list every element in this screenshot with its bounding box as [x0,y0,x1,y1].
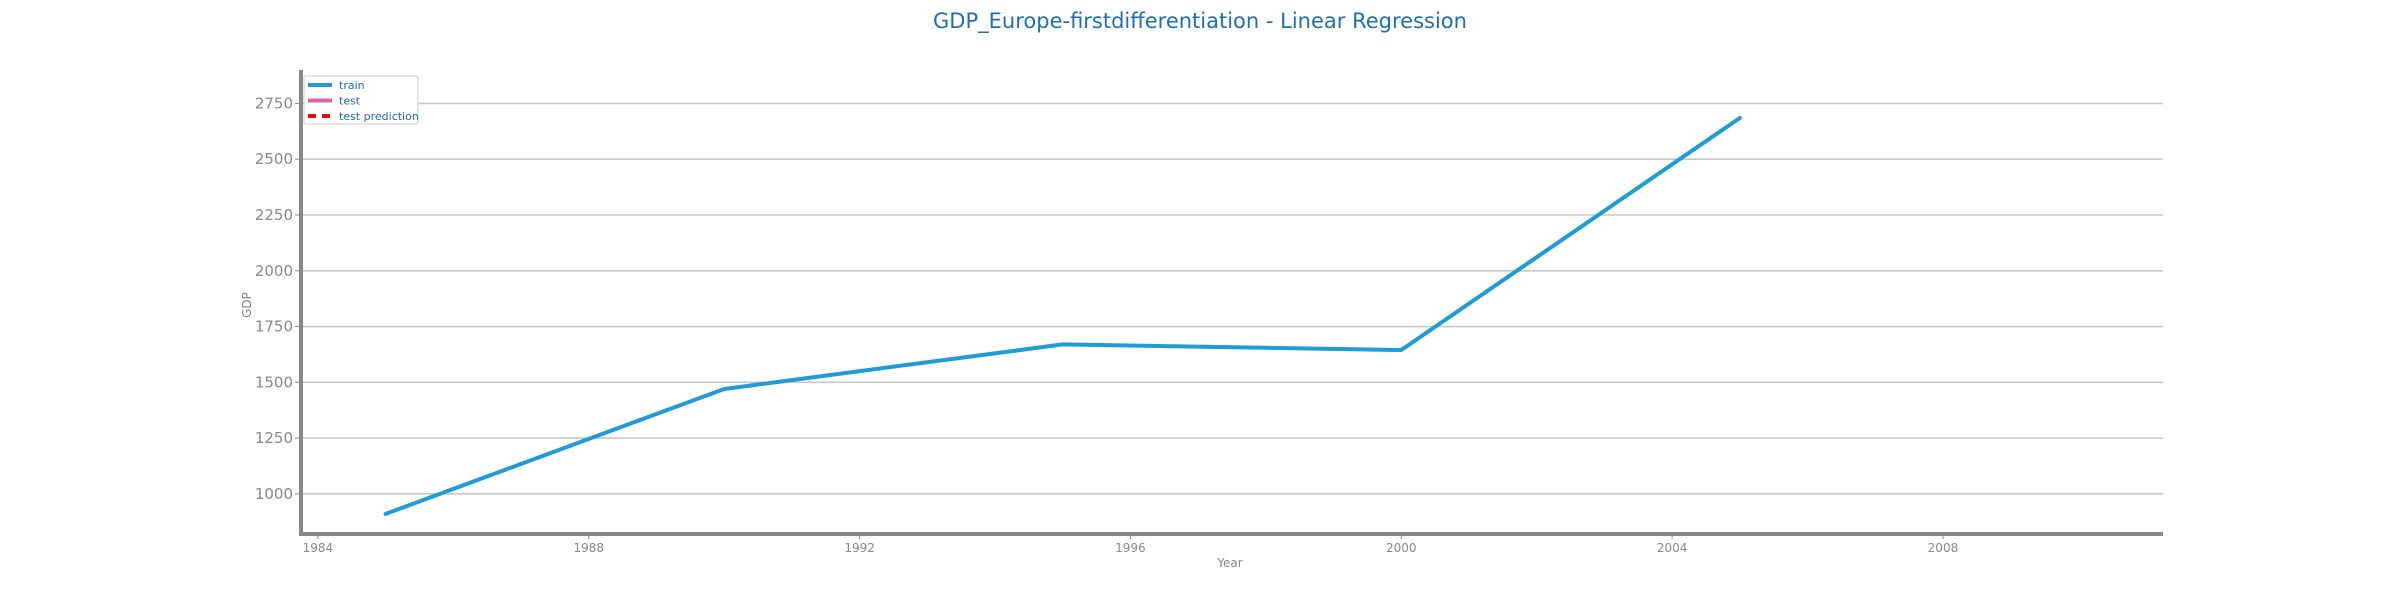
legend-label-test: test [339,95,361,108]
y-tick-label: 1500 [255,373,293,391]
x-tick-label: 1984 [303,541,334,555]
legend-label-train: train [339,79,365,92]
x-axis-label: Year [1216,556,1242,570]
chart-title: GDP_Europe-firstdifferentiation - Linear… [933,9,1467,34]
y-tick-label: 2750 [255,94,293,112]
series-line-train [383,116,1742,516]
y-axis-label: GDP [240,292,254,318]
series-layer [383,116,1742,516]
x-tick-label: 1988 [573,541,604,555]
y-tick-label: 1250 [255,429,293,447]
x-tick-label: 2004 [1657,541,1688,555]
x-tick-label: 2000 [1386,541,1417,555]
y-tick-label: 1000 [255,485,293,503]
legend-label-test-prediction: test prediction [339,110,419,123]
x-ticks: 1984 1988 1992 1996 2000 2004 2008 [303,534,1959,555]
x-tick-label: 2008 [1928,541,1959,555]
y-tick-label: 1750 [255,318,293,336]
y-tick-label: 2500 [255,150,293,168]
legend: train test test prediction [303,75,419,125]
grid [301,102,2163,495]
x-tick-label: 1996 [1115,541,1146,555]
y-tick-label: 2250 [255,206,293,224]
legend-box [303,75,419,125]
y-tick-label: 2000 [255,262,293,280]
y-ticks: 1000 1250 1500 1750 2000 2250 2500 2750 [255,94,301,503]
x-tick-label: 1992 [844,541,875,555]
